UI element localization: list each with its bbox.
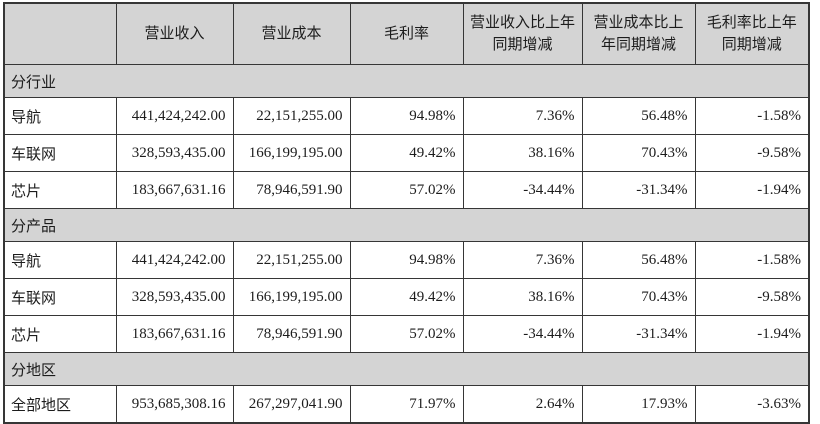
cell-cost: 267,297,041.90 (232, 385, 351, 424)
section-label: 分产品 (3, 208, 810, 242)
cell-revenue-yoy-change: -34.44% (462, 315, 583, 353)
header-row: 营业收入 营业成本 毛利率 营业收入比上年同期增减 营业成本比上年同期增减 毛利… (3, 2, 810, 65)
cell-margin-yoy-change: -9.58% (694, 134, 810, 172)
cell-revenue: 328,593,435.00 (115, 134, 234, 172)
data-row: 导航 441,424,242.00 22,151,255.00 94.98% 7.36%… (3, 241, 810, 279)
cell-revenue: 183,667,631.16 (115, 171, 234, 209)
col-header-revenue: 营业收入 (115, 2, 234, 65)
cell-cost-yoy-change: -31.34% (581, 315, 696, 353)
cell-revenue: 441,424,242.00 (115, 241, 234, 279)
cell-gross-margin: 49.42% (349, 134, 464, 172)
cell-margin-yoy-change: -1.94% (694, 171, 810, 209)
cell-gross-margin: 49.42% (349, 278, 464, 316)
cell-revenue: 183,667,631.16 (115, 315, 234, 353)
cell-cost-yoy-change: 70.43% (581, 278, 696, 316)
section-label: 分地区 (3, 352, 810, 386)
data-row: 芯片 183,667,631.16 78,946,591.90 57.02% -34.4… (3, 171, 810, 209)
cell-cost: 22,151,255.00 (232, 241, 351, 279)
row-label: 车联网 (3, 278, 117, 316)
cell-gross-margin: 57.02% (349, 171, 464, 209)
cell-revenue: 953,685,308.16 (115, 385, 234, 424)
section-label: 分行业 (3, 64, 810, 98)
cell-revenue-yoy-change: 38.16% (462, 134, 583, 172)
data-row: 车联网 328,593,435.00 166,199,195.00 49.42% 38.… (3, 278, 810, 316)
col-header-cost-yoy: 营业成本比上年同期增减 (581, 2, 696, 65)
section-row: 分地区 (3, 352, 810, 386)
cell-margin-yoy-change: -3.63% (694, 385, 810, 424)
col-header-gross-margin: 毛利率 (349, 2, 464, 65)
cell-gross-margin: 94.98% (349, 241, 464, 279)
cell-cost: 78,946,591.90 (232, 171, 351, 209)
cell-revenue-yoy-change: 7.36% (462, 241, 583, 279)
row-label: 车联网 (3, 134, 117, 172)
table-header: 营业收入 营业成本 毛利率 营业收入比上年同期增减 营业成本比上年同期增减 毛利… (3, 2, 810, 65)
data-row: 全部地区 953,685,308.16 267,297,041.90 71.97% 2.… (3, 385, 810, 424)
row-label: 芯片 (3, 171, 117, 209)
data-row: 导航 441,424,242.00 22,151,255.00 94.98% 7.36%… (3, 97, 810, 135)
section-row: 分行业 (3, 64, 810, 98)
cell-revenue: 328,593,435.00 (115, 278, 234, 316)
cell-margin-yoy-change: -1.58% (694, 97, 810, 135)
data-row: 芯片 183,667,631.16 78,946,591.90 57.02% -34.4… (3, 315, 810, 353)
cell-cost-yoy-change: 70.43% (581, 134, 696, 172)
cell-margin-yoy-change: -1.58% (694, 241, 810, 279)
cell-revenue-yoy-change: 38.16% (462, 278, 583, 316)
cell-revenue-yoy-change: -34.44% (462, 171, 583, 209)
cell-cost: 78,946,591.90 (232, 315, 351, 353)
cell-revenue-yoy-change: 2.64% (462, 385, 583, 424)
row-label: 全部地区 (3, 385, 117, 424)
cell-cost-yoy-change: 56.48% (581, 97, 696, 135)
cell-cost: 166,199,195.00 (232, 278, 351, 316)
row-label: 芯片 (3, 315, 117, 353)
cell-revenue-yoy-change: 7.36% (462, 97, 583, 135)
table-body: 分行业 导航 441,424,242.00 22,151,255.00 94.98% 7.… (3, 64, 810, 424)
cell-revenue: 441,424,242.00 (115, 97, 234, 135)
cell-margin-yoy-change: -9.58% (694, 278, 810, 316)
row-label: 导航 (3, 97, 117, 135)
data-row: 车联网 328,593,435.00 166,199,195.00 49.42% 38.… (3, 134, 810, 172)
cell-cost-yoy-change: -31.34% (581, 171, 696, 209)
col-header-margin-yoy: 毛利率比上年同期增减 (694, 2, 810, 65)
corner-empty-cell (3, 2, 117, 65)
row-label: 导航 (3, 241, 117, 279)
cell-cost-yoy-change: 17.93% (581, 385, 696, 424)
cell-gross-margin: 94.98% (349, 97, 464, 135)
cell-cost: 166,199,195.00 (232, 134, 351, 172)
cell-gross-margin: 57.02% (349, 315, 464, 353)
col-header-revenue-yoy: 营业收入比上年同期增减 (462, 2, 583, 65)
cell-margin-yoy-change: -1.94% (694, 315, 810, 353)
cell-cost-yoy-change: 56.48% (581, 241, 696, 279)
col-header-cost: 营业成本 (232, 2, 351, 65)
segment-revenue-table: 营业收入 营业成本 毛利率 营业收入比上年同期增减 营业成本比上年同期增减 毛利… (3, 2, 810, 424)
cell-cost: 22,151,255.00 (232, 97, 351, 135)
section-row: 分产品 (3, 208, 810, 242)
cell-gross-margin: 71.97% (349, 385, 464, 424)
financial-report-table-wrap: 营业收入 营业成本 毛利率 营业收入比上年同期增减 营业成本比上年同期增减 毛利… (3, 2, 810, 424)
